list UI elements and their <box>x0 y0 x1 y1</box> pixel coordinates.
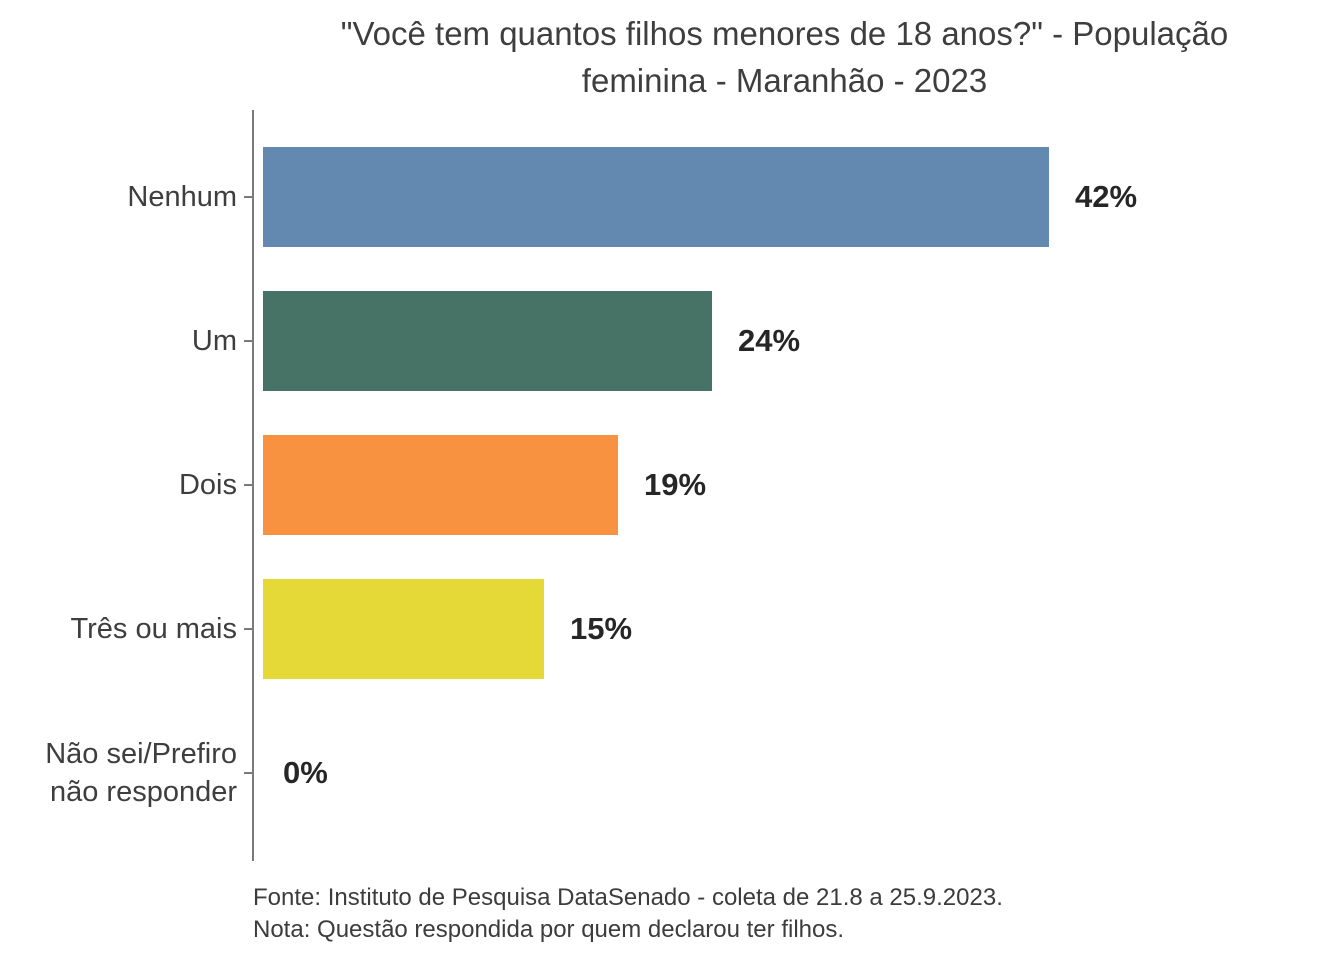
bar-nenhum <box>263 147 1049 247</box>
value-label: 24% <box>738 323 801 358</box>
value-label: 15% <box>570 611 633 646</box>
category-label: Um <box>191 325 237 357</box>
axis-tick <box>244 196 253 198</box>
category-label: Não sei/Prefiro não responder <box>45 738 237 808</box>
y-axis-line <box>252 110 254 861</box>
value-label: 0% <box>283 755 328 790</box>
footnote: Fonte: Instituto de Pesquisa DataSenado … <box>253 882 1003 946</box>
methodology-note: Nota: Questão respondida por quem declar… <box>253 916 845 943</box>
bar-um <box>263 291 712 391</box>
axis-tick <box>244 772 253 774</box>
chart-title: "Você tem quantos filhos menores de 18 a… <box>225 10 1344 104</box>
value-label: 42% <box>1075 179 1138 214</box>
category-label: Nenhum <box>127 181 237 213</box>
axis-tick <box>244 340 253 342</box>
source-note: Fonte: Instituto de Pesquisa DataSenado … <box>253 884 1003 911</box>
axis-tick <box>244 484 253 486</box>
category-label: Três ou mais <box>70 613 237 645</box>
chart-title-line-1: "Você tem quantos filhos menores de 18 a… <box>340 15 1229 52</box>
category-label: Dois <box>178 469 237 501</box>
bar-tr-s-ou-mais <box>263 579 544 679</box>
value-label: 19% <box>644 467 707 502</box>
bar-dois <box>263 435 618 535</box>
axis-tick <box>244 628 253 630</box>
chart-title-line-2: feminina - Maranhão - 2023 <box>581 62 988 99</box>
